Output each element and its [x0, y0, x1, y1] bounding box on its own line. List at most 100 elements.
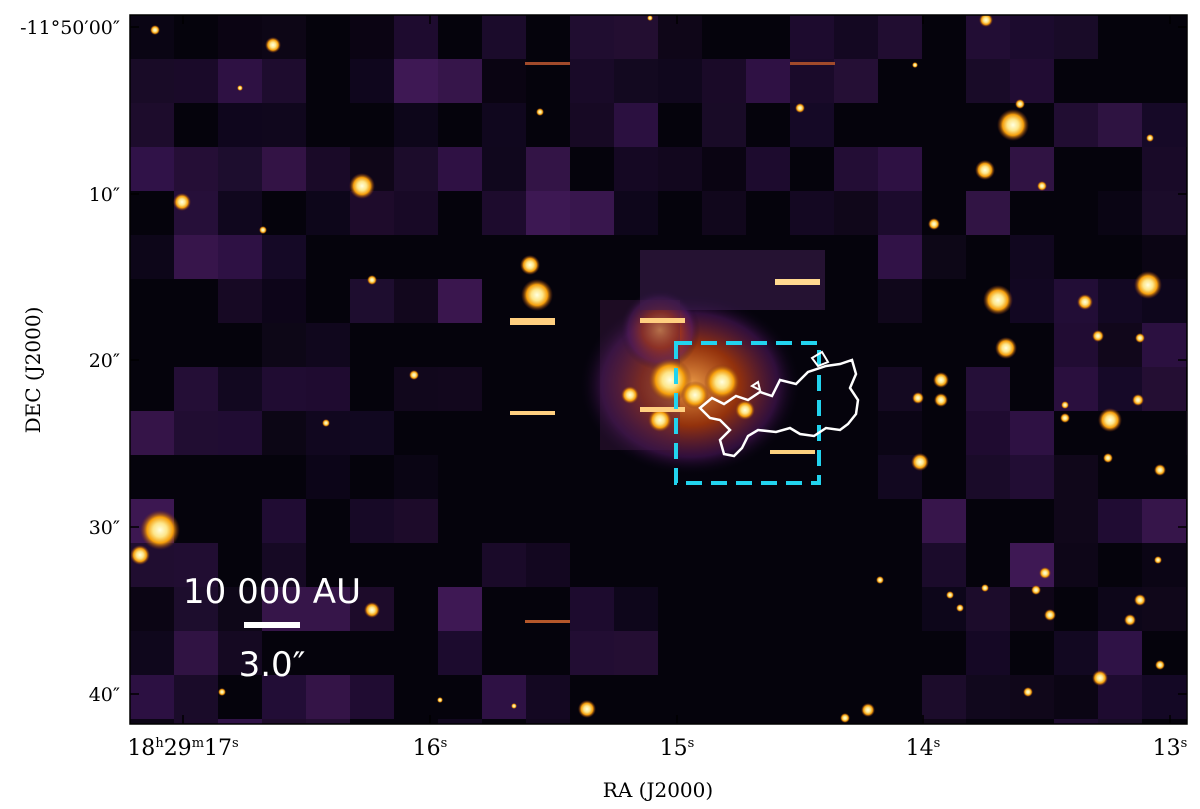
mosaic-tile: [394, 15, 438, 59]
central-nebula: [580, 250, 825, 475]
mosaic-tile: [1098, 323, 1142, 367]
mosaic-tile: [1010, 587, 1054, 631]
mosaic-tile: [1142, 543, 1186, 587]
mosaic-tile: [1142, 587, 1186, 631]
mosaic-tile: [570, 103, 614, 147]
star: [1060, 413, 1070, 423]
mosaic-tile: [1054, 455, 1098, 499]
mosaic-tile: [218, 147, 262, 191]
star: [1023, 687, 1033, 697]
mosaic-tile: [1054, 367, 1098, 411]
mosaic-tile: [262, 147, 306, 191]
mosaic-tile: [966, 587, 1010, 631]
mosaic-tile: [1142, 147, 1186, 191]
mosaic-tile: [130, 411, 174, 455]
mosaic-tile: [878, 411, 922, 455]
star: [237, 85, 243, 91]
star: [1135, 333, 1145, 343]
star: [1134, 594, 1146, 606]
mosaic-tile: [130, 631, 174, 675]
mosaic-tile: [834, 191, 878, 235]
mosaic-tile: [1142, 367, 1186, 411]
mosaic-tile: [218, 59, 262, 103]
mosaic-tile: [262, 15, 306, 59]
mosaic-tile: [878, 279, 922, 323]
mosaic-tile: [350, 411, 394, 455]
mosaic-tile: [614, 103, 658, 147]
mosaic-tile: [350, 499, 394, 543]
y-axis-title: DEC (J2000): [21, 307, 45, 434]
x-tick-label: 18h29m17s: [127, 736, 238, 761]
mosaic-tile: [1186, 147, 1187, 191]
star: [1132, 394, 1144, 406]
mosaic-tile: [1010, 675, 1054, 719]
scalebar-line: [244, 622, 300, 628]
star: [322, 419, 330, 427]
star: [981, 584, 989, 592]
mosaic-tile: [1054, 323, 1098, 367]
mosaic-tile: [1054, 631, 1098, 675]
mosaic-tile: [350, 59, 394, 103]
mosaic-tile: [306, 411, 350, 455]
mosaic-tile: [130, 675, 174, 719]
mosaic-tile: [966, 367, 1010, 411]
star: [1077, 294, 1093, 310]
mosaic-tile: [878, 191, 922, 235]
mosaic-tile: [130, 103, 174, 147]
star: [928, 218, 940, 230]
star: [173, 193, 191, 211]
mosaic-tile: [262, 279, 306, 323]
mosaic-tile: [922, 719, 966, 724]
mosaic-tile: [526, 719, 570, 724]
mosaic-tile: [746, 147, 790, 191]
star: [1061, 401, 1069, 409]
star: [511, 703, 517, 709]
star: [265, 37, 281, 53]
mosaic-tile: [1186, 411, 1187, 455]
x-tick-label: 13s: [1153, 736, 1188, 761]
mosaic-tile: [1054, 543, 1098, 587]
mosaic-tile: [1142, 191, 1186, 235]
mosaic-tile: [966, 675, 1010, 719]
mosaic-tile: [1186, 15, 1187, 59]
mosaic-tile: [218, 411, 262, 455]
mosaic-tile: [1186, 499, 1187, 543]
mosaic-tile: [306, 719, 350, 724]
star: [933, 372, 949, 388]
mosaic-tile: [1010, 235, 1054, 279]
star: [911, 453, 929, 471]
mosaic-tile: [174, 543, 218, 587]
mosaic-tile: [614, 587, 658, 631]
mosaic-tile: [922, 675, 966, 719]
mosaic-tile: [1142, 499, 1186, 543]
mosaic-tile: [1098, 587, 1142, 631]
mosaic-tile: [218, 103, 262, 147]
mosaic-tile: [262, 235, 306, 279]
star: [1031, 585, 1041, 595]
mosaic-tile: [130, 235, 174, 279]
mosaic-tile: [262, 367, 306, 411]
mosaic-tile: [130, 15, 174, 59]
mosaic-tile: [438, 147, 482, 191]
star: [1154, 464, 1166, 476]
mosaic-tile: [130, 147, 174, 191]
mosaic-tile: [262, 543, 306, 587]
mosaic-tile: [614, 631, 658, 675]
mosaic-tile: [174, 411, 218, 455]
mosaic-tile: [746, 59, 790, 103]
mosaic-tile: [1142, 675, 1186, 719]
mosaic-tile: [702, 191, 746, 235]
mosaic-tile: [394, 279, 438, 323]
mosaic-tile: [1010, 15, 1054, 59]
mosaic-tile: [262, 675, 306, 719]
mosaic-tile: [218, 367, 262, 411]
mosaic-tile: [174, 59, 218, 103]
mosaic-tile: [790, 15, 834, 59]
mosaic-tile: [1186, 323, 1187, 367]
mosaic-tile: [306, 587, 350, 631]
mosaic-tile: [306, 147, 350, 191]
star: [437, 697, 443, 703]
mosaic-tile: [526, 675, 570, 719]
mosaic-tile: [570, 15, 614, 59]
mosaic-tile: [1054, 499, 1098, 543]
